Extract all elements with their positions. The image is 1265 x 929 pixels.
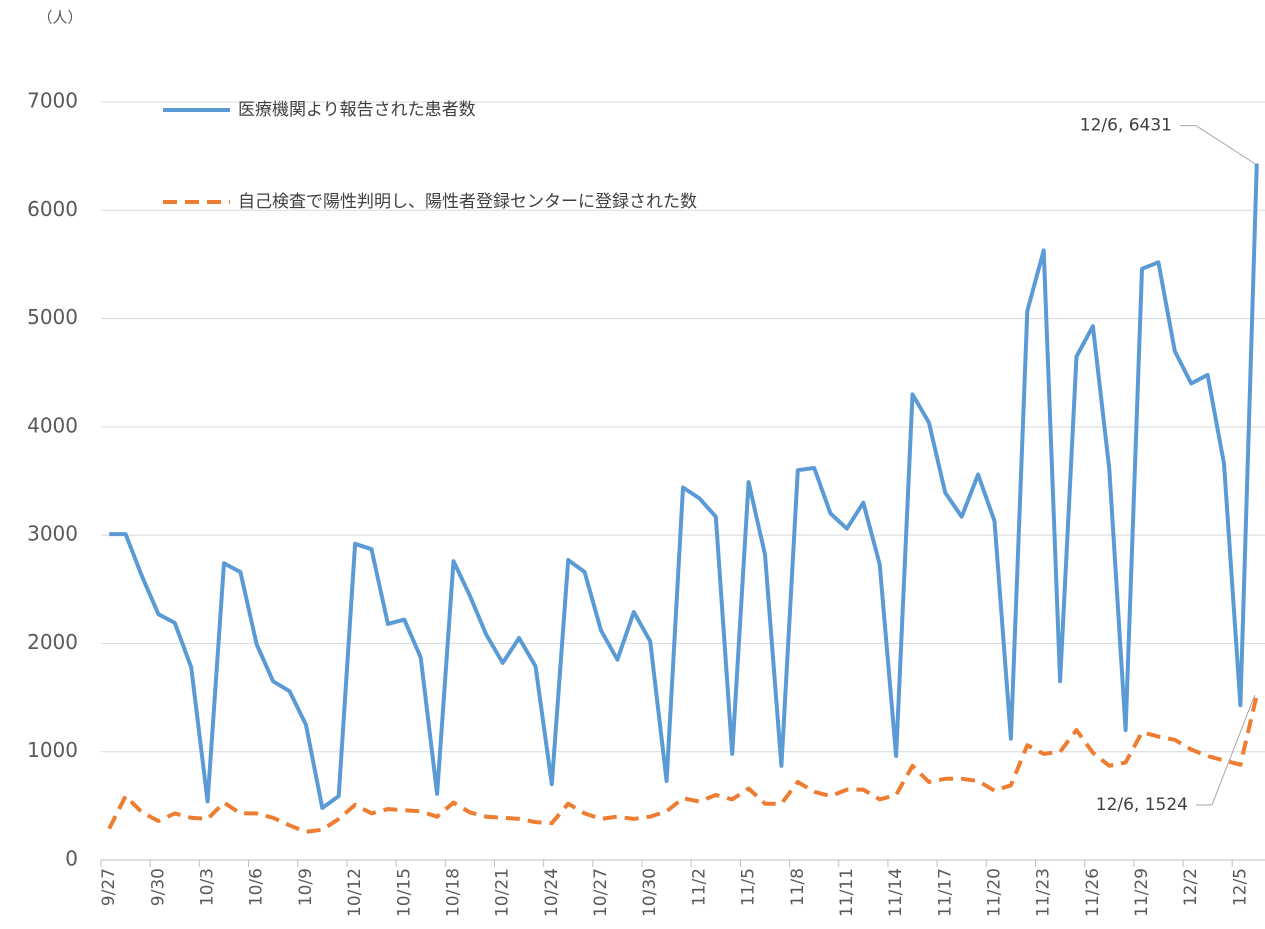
- x-tick-label: 11/5: [739, 868, 759, 906]
- x-tick-label: 10/24: [542, 868, 562, 917]
- x-tick-label: 11/26: [1083, 868, 1103, 917]
- x-tick-label: 11/2: [689, 868, 709, 906]
- x-tick-label: 10/6: [247, 868, 267, 906]
- x-tick-label: 11/29: [1132, 868, 1152, 917]
- x-tick-label: 10/27: [591, 868, 611, 917]
- x-tick-label: 10/30: [640, 868, 660, 917]
- y-tick-label: 7000: [27, 89, 78, 113]
- y-tick-label: 6000: [27, 197, 78, 221]
- x-tick-label: 11/17: [935, 868, 955, 917]
- x-tick-label: 10/15: [394, 868, 414, 917]
- series-line: [107, 694, 1259, 834]
- legend-label: 医療機関より報告された患者数: [238, 100, 476, 120]
- y-tick-label: 1000: [27, 738, 78, 762]
- x-tick-label: 12/5: [1230, 868, 1250, 906]
- x-tick-label: 10/9: [296, 868, 316, 906]
- y-tick-label: 5000: [27, 305, 78, 329]
- data-label: 12/6, 1524: [1096, 795, 1188, 815]
- x-tick-label: 11/8: [788, 868, 808, 906]
- series-line: [109, 163, 1259, 810]
- x-tick-label: 10/18: [443, 868, 463, 917]
- x-tick-label: 12/2: [1181, 868, 1201, 906]
- x-tick-label: 11/23: [1034, 868, 1054, 917]
- leader-line: [1211, 694, 1256, 806]
- x-tick-label: 11/14: [886, 868, 906, 917]
- x-tick-label: 11/20: [984, 868, 1004, 917]
- leader-line: [1195, 125, 1256, 165]
- y-tick-label: 3000: [27, 522, 78, 546]
- legend-label: 自己検査で陽性判明し、陽性者登録センターに登録された数: [238, 192, 697, 212]
- y-tick-label: 0: [65, 847, 78, 871]
- y-tick-label: 2000: [27, 630, 78, 654]
- x-tick-label: 10/12: [345, 868, 365, 917]
- y-unit: （人）: [37, 9, 82, 27]
- data-label: 12/6, 6431: [1080, 116, 1172, 136]
- x-tick-label: 9/27: [99, 868, 119, 906]
- x-tick-label: 10/21: [493, 868, 513, 917]
- x-tick-label: 10/3: [198, 868, 218, 906]
- x-tick-label: 9/30: [148, 868, 168, 906]
- x-tick-label: 11/11: [837, 868, 857, 917]
- y-tick-label: 4000: [27, 413, 78, 437]
